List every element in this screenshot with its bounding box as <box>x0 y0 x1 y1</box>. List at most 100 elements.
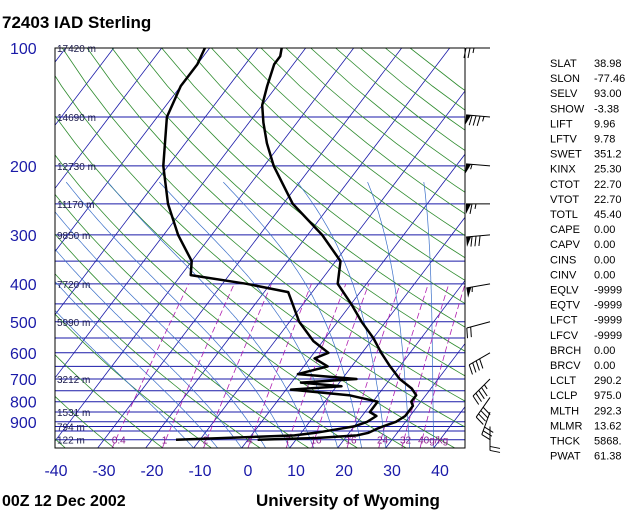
index-value: 93.00 <box>594 88 622 100</box>
height-label: 11170 m <box>57 200 94 211</box>
index-value: 975.0 <box>594 390 622 402</box>
pressure-tick-label: 600 <box>10 346 37 363</box>
temperature-tick-label: 20 <box>335 463 353 480</box>
isotherm-line <box>2 48 306 448</box>
wind-barb <box>476 397 490 424</box>
pressure-tick-label: 500 <box>10 315 37 332</box>
pressure-tick-label: 400 <box>10 277 37 294</box>
index-value: -9999 <box>594 300 622 312</box>
index-name: THCK <box>550 436 581 448</box>
index-value: 0.00 <box>594 269 615 281</box>
index-value: 0.00 <box>594 239 615 251</box>
height-label: 12730 m <box>57 162 96 173</box>
index-name: CINS <box>550 254 576 266</box>
index-name: EQTV <box>550 300 581 312</box>
wind-barb <box>466 204 490 214</box>
index-value: -9999 <box>594 285 622 297</box>
wind-barb <box>464 48 490 58</box>
mixing-ratio-label: 0.4 <box>112 436 126 447</box>
index-name: MLTH <box>550 405 579 417</box>
index-value: 22.70 <box>594 194 622 206</box>
temperature-tick-label: 10 <box>287 463 305 480</box>
height-label: 1531 m <box>57 408 90 419</box>
index-name: BRCH <box>550 345 581 357</box>
pressure-tick-label: 700 <box>10 372 37 389</box>
index-value: -9999 <box>594 315 622 327</box>
height-labels: 17420 m 14690 m 12730 m 11170 m 9850 m 7720 m… <box>57 44 96 447</box>
index-name: CTOT <box>550 179 580 191</box>
height-label: 794 m <box>57 422 85 433</box>
index-value: 5868. <box>594 436 622 448</box>
index-value: 61.38 <box>594 451 622 463</box>
mixing-ratio-line <box>204 284 272 448</box>
mixing-ratio-label: 16 <box>345 436 357 447</box>
wind-barb <box>490 426 500 452</box>
height-label: 9850 m <box>57 231 90 242</box>
dry-adiabat-line <box>311 48 640 448</box>
temperature-tick-label: -20 <box>140 463 163 480</box>
station-title: 72403 IAD Sterling <box>2 13 151 32</box>
mixing-ratio-label: 7 <box>285 436 291 447</box>
temperature-tick-label: 0 <box>244 463 253 480</box>
moist-adiabat-line <box>3 182 242 448</box>
dry-adiabat-line <box>13 48 455 448</box>
index-name: BRCV <box>550 360 581 372</box>
pressure-tick-label: 300 <box>10 228 37 245</box>
isotherm-line <box>98 48 402 448</box>
index-name: LCLT <box>550 375 576 387</box>
height-label: 7720 m <box>57 280 90 291</box>
index-value: 0.00 <box>594 254 615 266</box>
index-value: -9999 <box>594 330 622 342</box>
temperature-tick-label: 30 <box>383 463 401 480</box>
temperature-tick-label: -10 <box>188 463 211 480</box>
mixing-ratio-line <box>248 284 312 448</box>
index-name: TOTL <box>550 209 578 221</box>
index-name: CAPE <box>550 224 580 236</box>
mixing-ratio-line <box>112 284 189 448</box>
height-label: 14690 m <box>57 113 96 124</box>
wind-barb <box>467 322 490 338</box>
mixing-ratio-label: 32 <box>400 436 412 447</box>
index-value: 25.30 <box>594 164 622 176</box>
index-name: SLON <box>550 73 580 85</box>
temperature-tick-label: -30 <box>92 463 115 480</box>
index-value: 22.70 <box>594 179 622 191</box>
index-name: LCLP <box>550 390 578 402</box>
index-value: 351.2 <box>594 149 622 161</box>
index-value: 38.98 <box>594 58 622 70</box>
index-name: SELV <box>550 88 578 100</box>
index-name: SLAT <box>550 58 577 70</box>
wind-barb <box>465 115 490 126</box>
wind-barb <box>469 353 490 375</box>
index-value: 0.00 <box>594 360 615 372</box>
wind-barb <box>466 284 490 298</box>
index-name: PWAT <box>550 451 581 463</box>
isotherm-line <box>242 48 546 448</box>
index-name: LFTV <box>550 134 578 146</box>
index-name: CAPV <box>550 239 581 251</box>
temperature-tick-label: 40 <box>431 463 449 480</box>
height-label: 5990 m <box>57 318 90 329</box>
date-label: 00Z 12 Dec 2002 <box>2 493 126 510</box>
index-value: -77.46 <box>594 73 625 85</box>
index-name: LFCT <box>550 315 578 327</box>
index-name: CINV <box>550 269 577 281</box>
height-label: 122 m <box>57 436 85 447</box>
index-value: 9.96 <box>594 118 615 130</box>
index-value: -3.38 <box>594 103 619 115</box>
index-name: EQLV <box>550 285 579 297</box>
index-name: KINX <box>550 164 576 176</box>
height-label: 17420 m <box>57 44 96 55</box>
index-value: 9.78 <box>594 134 615 146</box>
index-value: 292.3 <box>594 405 622 417</box>
index-name: SWET <box>550 149 582 161</box>
wind-barb <box>465 164 490 174</box>
mixing-ratio-line <box>379 284 429 448</box>
mixing-ratio-label: 40g/kg <box>418 436 448 447</box>
index-value: 13.62 <box>594 420 622 432</box>
pressure-tick-label: 200 <box>10 159 37 176</box>
